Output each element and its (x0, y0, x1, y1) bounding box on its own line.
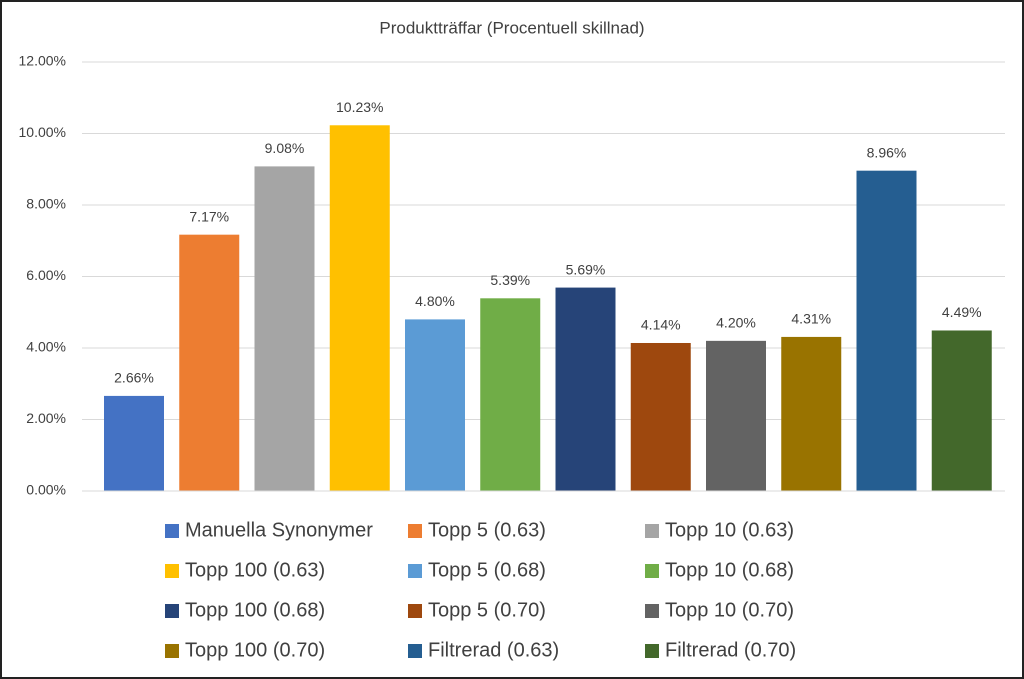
y-tick-label: 12.00% (19, 53, 66, 69)
legend-swatch (645, 564, 659, 578)
value-label: 4.31% (791, 311, 831, 327)
value-label: 8.96% (867, 144, 907, 160)
bar (405, 319, 465, 491)
y-tick-label: 4.00% (26, 339, 66, 355)
legend-swatch (408, 524, 422, 538)
legend-label: Topp 100 (0.68) (185, 599, 325, 621)
y-tick-label: 2.00% (26, 410, 66, 426)
chart-title: Produktträffar (Procentuell skillnad) (379, 18, 644, 37)
bar (254, 166, 315, 491)
value-label: 5.69% (566, 261, 606, 277)
value-label: 4.20% (716, 315, 756, 331)
legend-swatch (165, 604, 179, 618)
legend-label: Topp 100 (0.63) (185, 559, 325, 581)
legend-label: Manuella Synonymer (185, 519, 373, 541)
bar (329, 125, 390, 491)
legend-label: Topp 5 (0.68) (428, 559, 546, 581)
legend-label: Filtrerad (0.70) (665, 639, 796, 661)
legend-label: Filtrerad (0.63) (428, 639, 559, 661)
legend-label: Topp 10 (0.68) (665, 559, 794, 581)
bar (931, 330, 992, 491)
y-tick-label: 10.00% (19, 124, 66, 140)
legend-label: Topp 5 (0.63) (428, 519, 546, 541)
bar (555, 287, 616, 491)
legend-label: Topp 100 (0.70) (185, 639, 325, 661)
bar (630, 342, 691, 491)
bar (179, 234, 240, 492)
value-label: 10.23% (336, 99, 383, 115)
value-label: 4.80% (415, 293, 455, 309)
legend-swatch (645, 524, 659, 538)
value-label: 7.17% (189, 208, 229, 224)
legend-swatch (645, 604, 659, 618)
bar (781, 336, 842, 491)
bar (480, 298, 541, 491)
legend-swatch (645, 644, 659, 658)
y-tick-label: 0.00% (26, 482, 66, 498)
legend-swatch (408, 564, 422, 578)
y-tick-label: 8.00% (26, 196, 66, 212)
legend-swatch (408, 604, 422, 618)
value-label: 5.39% (490, 272, 530, 288)
legend-swatch (408, 644, 422, 658)
legend-swatch (165, 524, 179, 538)
bar (706, 340, 766, 491)
value-label: 9.08% (265, 140, 305, 156)
legend-label: Topp 5 (0.70) (428, 599, 546, 621)
value-label: 4.49% (942, 304, 982, 320)
bar (856, 170, 917, 491)
value-label: 2.66% (114, 370, 154, 386)
bar (104, 395, 164, 491)
legend-swatch (165, 644, 179, 658)
y-tick-label: 6.00% (26, 267, 66, 283)
legend-label: Topp 10 (0.63) (665, 519, 794, 541)
legend-label: Topp 10 (0.70) (665, 599, 794, 621)
value-label: 4.14% (641, 317, 681, 333)
legend-swatch (165, 564, 179, 578)
